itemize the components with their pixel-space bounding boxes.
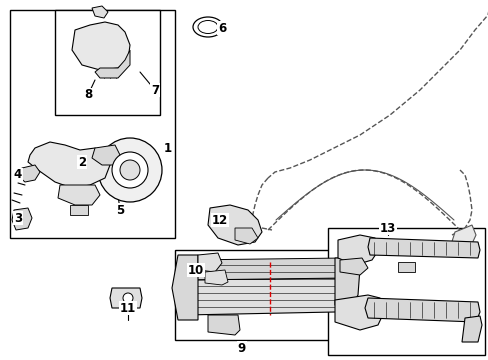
Bar xyxy=(55,10,160,115)
Text: 12: 12 xyxy=(211,213,228,226)
Polygon shape xyxy=(397,262,414,272)
Text: 3: 3 xyxy=(14,211,22,225)
Polygon shape xyxy=(28,142,110,188)
Text: 2: 2 xyxy=(78,156,86,168)
Polygon shape xyxy=(70,205,88,215)
Text: 5: 5 xyxy=(116,203,124,216)
Text: 1: 1 xyxy=(163,141,172,154)
Polygon shape xyxy=(235,228,258,244)
Text: 8: 8 xyxy=(84,89,92,102)
Polygon shape xyxy=(461,316,481,342)
Polygon shape xyxy=(72,22,130,70)
Polygon shape xyxy=(110,288,142,308)
Circle shape xyxy=(120,160,140,180)
Bar xyxy=(327,228,484,355)
Bar xyxy=(175,250,359,340)
Polygon shape xyxy=(367,238,479,258)
Polygon shape xyxy=(92,145,120,165)
Polygon shape xyxy=(449,225,475,252)
Polygon shape xyxy=(18,165,40,182)
Polygon shape xyxy=(58,185,100,205)
Text: 13: 13 xyxy=(379,221,395,234)
Text: 7: 7 xyxy=(151,84,159,96)
Polygon shape xyxy=(339,258,367,275)
Circle shape xyxy=(98,138,162,202)
Polygon shape xyxy=(12,208,32,230)
Ellipse shape xyxy=(198,21,218,33)
Polygon shape xyxy=(207,205,262,245)
Polygon shape xyxy=(180,278,349,315)
Polygon shape xyxy=(207,315,240,335)
Polygon shape xyxy=(204,270,227,285)
Text: 6: 6 xyxy=(218,22,225,35)
Polygon shape xyxy=(95,50,130,78)
Text: 11: 11 xyxy=(120,302,136,315)
Polygon shape xyxy=(198,253,222,272)
Polygon shape xyxy=(172,255,198,320)
Text: 4: 4 xyxy=(14,168,22,181)
Bar xyxy=(10,10,175,238)
Polygon shape xyxy=(334,258,359,312)
Text: 10: 10 xyxy=(187,264,203,276)
Polygon shape xyxy=(337,235,379,265)
Polygon shape xyxy=(364,298,479,322)
Circle shape xyxy=(123,293,133,303)
Polygon shape xyxy=(92,6,108,18)
Polygon shape xyxy=(182,258,347,280)
Text: 9: 9 xyxy=(237,342,245,355)
Polygon shape xyxy=(334,295,384,330)
Ellipse shape xyxy=(193,17,223,37)
Circle shape xyxy=(112,152,148,188)
